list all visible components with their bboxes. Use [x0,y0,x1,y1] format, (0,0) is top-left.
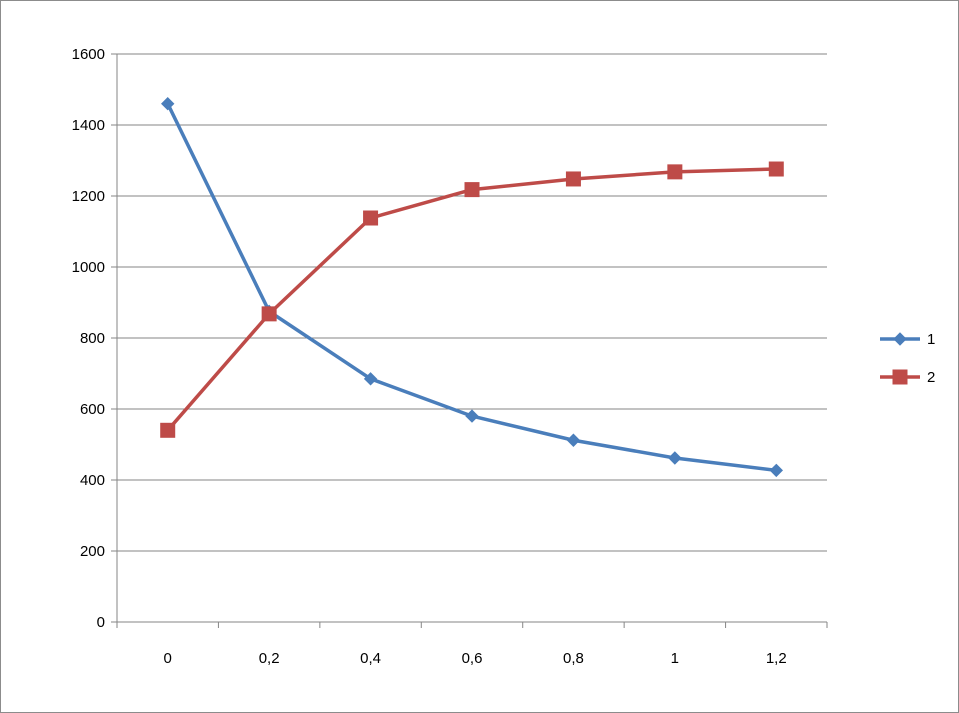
series-1-point-5 [668,451,682,465]
series-1-point-0 [161,96,175,111]
x-tick-label-4: 0,8 [563,650,584,667]
series-2 [160,161,784,438]
series-1-point-2 [363,372,378,386]
legend-entry-2: 2 [880,369,935,386]
legend-marker-1 [893,332,907,346]
y-tick-label-1000: 1000 [72,259,105,276]
y-tick-label-400: 400 [80,472,105,489]
y-tick-label-1600: 1600 [72,46,105,63]
x-tick-label-6: 1,2 [766,650,787,667]
legend: 12 [880,331,935,386]
y-tick-label-1400: 1400 [72,117,105,134]
legend-marker-2 [892,369,908,385]
y-tick-label-200: 200 [80,543,105,560]
series-2-point-4 [565,171,581,187]
series-2-point-2 [363,210,379,226]
series-2-point-3 [464,182,480,198]
series-2-point-0 [160,422,176,438]
axes [111,53,828,628]
series-2-point-1 [261,306,277,322]
series-2-point-6 [768,161,784,177]
x-tick-label-0: 0 [164,650,172,667]
y-tick-label-800: 800 [80,330,105,347]
y-tick-label-1200: 1200 [72,188,105,205]
legend-label-1: 1 [927,331,935,348]
x-tick-label-1: 0,2 [259,650,280,667]
legend-label-2: 2 [927,369,935,386]
y-tick-label-600: 600 [80,401,105,418]
series-1-point-3 [465,409,479,423]
x-tick-label-3: 0,6 [462,650,483,667]
x-tick-label-5: 1 [671,650,679,667]
legend-entry-1: 1 [880,331,935,348]
series-1-point-6 [769,463,783,478]
series-2-line [166,167,777,432]
series-1-point-4 [566,433,581,447]
gridlines [117,53,827,552]
series-1 [161,96,783,478]
y-tick-label-0: 0 [97,614,105,631]
series-2-point-5 [667,164,683,180]
x-axis-tick-labels: 0 0,2 0,4 0,6 0,8 1 1,2 [164,650,787,667]
series-group [160,96,784,478]
y-axis-tick-labels: 0 200 400 600 800 1000 1200 1400 1600 [72,46,105,631]
x-tick-label-2: 0,4 [360,650,381,667]
